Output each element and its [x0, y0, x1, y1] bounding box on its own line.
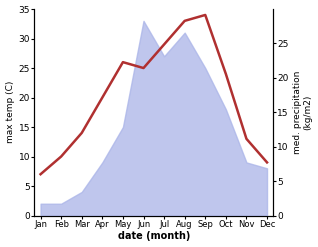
X-axis label: date (month): date (month) — [118, 231, 190, 242]
Y-axis label: med. precipitation
(kg/m2): med. precipitation (kg/m2) — [293, 71, 313, 154]
Y-axis label: max temp (C): max temp (C) — [5, 81, 15, 144]
